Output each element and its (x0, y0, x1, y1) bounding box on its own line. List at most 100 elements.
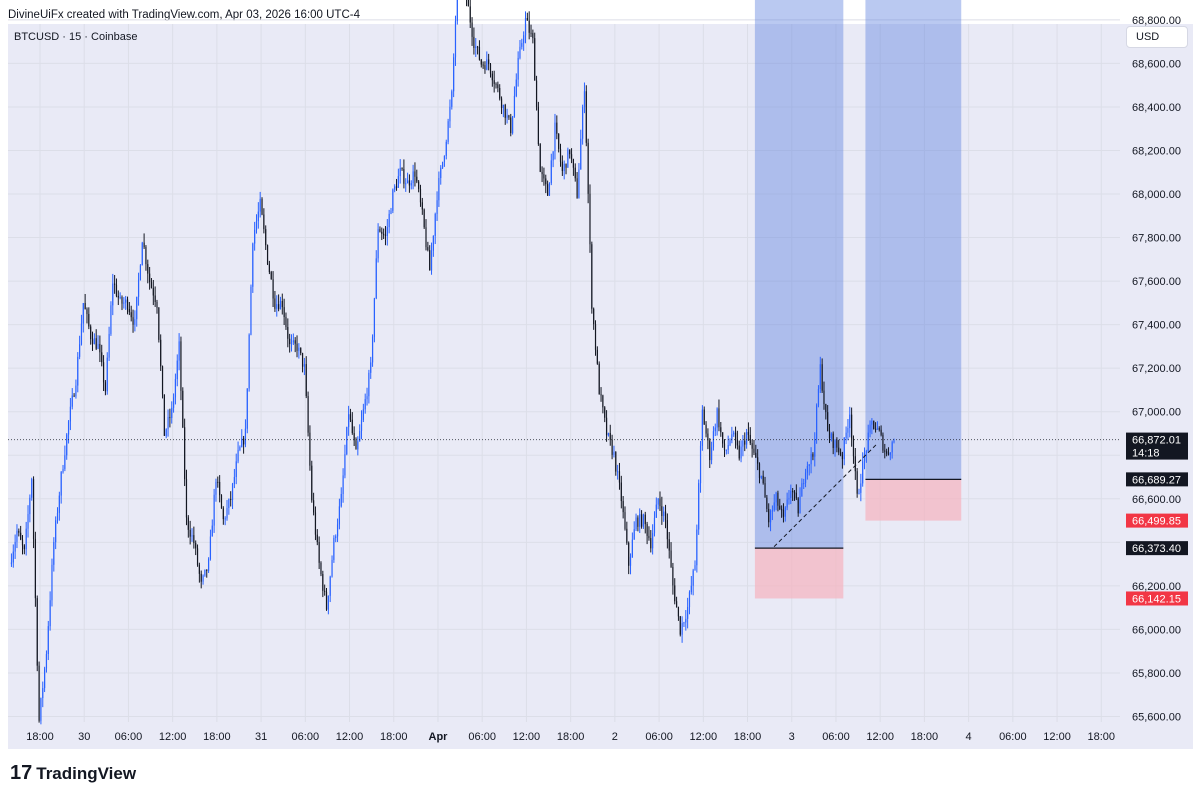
candle-body (338, 506, 341, 525)
candle-body (456, 0, 458, 22)
tradingview-brand: TradingView (36, 763, 137, 783)
candle-body (613, 452, 615, 455)
candle-body (517, 57, 519, 80)
candle-body (784, 507, 786, 517)
candle-body (141, 242, 143, 266)
candle-body (126, 299, 129, 310)
candle-body (587, 142, 589, 194)
candle-body (572, 159, 575, 168)
candle-body (884, 450, 886, 452)
candle-body (195, 543, 197, 549)
price-badge-label: 66,689.27 (1132, 474, 1181, 486)
candle-body (626, 528, 628, 543)
y-tick-label: 67,200.00 (1132, 363, 1181, 375)
candle-body (246, 388, 248, 429)
candle-body (344, 454, 346, 476)
candle-body (230, 498, 232, 501)
candle-body (797, 498, 799, 514)
candle-body (154, 295, 156, 302)
candle-body (650, 538, 652, 549)
candle-body (677, 607, 680, 617)
candle-body (828, 431, 831, 439)
candle-body (276, 304, 278, 309)
price-badge (1126, 591, 1188, 606)
candle-body (265, 229, 267, 246)
candle-body (541, 171, 543, 175)
candle-body (12, 551, 14, 563)
candle-body (723, 443, 726, 450)
candle-body (149, 273, 151, 283)
candle-body (136, 296, 138, 320)
candle-body (406, 180, 409, 184)
tradingview-logo[interactable]: 17 TradingView (10, 762, 136, 784)
candle-body (624, 512, 626, 529)
candle-body (699, 445, 702, 484)
trend-line (773, 444, 877, 548)
candle-body (305, 364, 307, 397)
x-tick-label: 12:00 (1043, 731, 1071, 743)
candle-body (812, 454, 814, 457)
candle-body (34, 538, 36, 599)
chart-area[interactable] (8, 24, 1193, 749)
candle-body (23, 545, 25, 550)
candle-body (500, 98, 503, 108)
candle-body (102, 362, 105, 383)
candle-body (114, 283, 116, 285)
candle-body (690, 585, 692, 593)
candle-body (147, 264, 149, 274)
candle-body (25, 528, 27, 550)
candle-body (887, 453, 890, 455)
candle-body (637, 517, 639, 527)
candle-body (819, 364, 821, 389)
candle-body (508, 115, 510, 118)
candle-body (137, 279, 140, 297)
candle-body (720, 427, 722, 433)
candle-body (749, 434, 751, 444)
candle-body (414, 171, 416, 177)
candle-body (567, 149, 569, 168)
candle-body (537, 106, 539, 145)
candle-body (88, 313, 90, 327)
symbol-info[interactable]: BTCUSD · 15 · Coinbase (14, 31, 138, 43)
candle-body (377, 229, 379, 259)
candle-body (99, 343, 101, 353)
candle-body (388, 213, 390, 228)
candle-body (449, 106, 451, 122)
candle-body (49, 600, 51, 627)
candle-body (467, 0, 469, 7)
candle-body (373, 298, 376, 337)
candle-body (290, 342, 293, 345)
price-badge (1126, 445, 1188, 460)
currency-button[interactable]: USD (1126, 26, 1188, 48)
candle-body (609, 433, 611, 440)
candle-body (675, 601, 678, 608)
y-tick-label: 68,600.00 (1132, 58, 1181, 70)
candle-body (530, 32, 532, 34)
candle-body (62, 468, 64, 473)
candle-body (891, 442, 893, 453)
candle-body (55, 520, 57, 543)
candle-body (220, 495, 223, 509)
candle-body (556, 122, 558, 134)
candle-body (353, 433, 355, 441)
candle-body (769, 511, 772, 523)
x-tick-label: 18:00 (734, 731, 762, 743)
candle-body (351, 419, 353, 434)
candle-body (510, 117, 512, 134)
x-tick-label: 06:00 (115, 731, 143, 743)
candle-body (718, 408, 720, 428)
candle-body (880, 429, 882, 435)
y-tick-label: 65,600.00 (1132, 712, 1181, 724)
x-tick-label: 06:00 (999, 731, 1027, 743)
candle-body (390, 210, 392, 214)
candle-body (790, 490, 792, 498)
candle-body (287, 327, 289, 339)
candle-body (681, 623, 683, 635)
candle-body (278, 304, 280, 310)
candle-body (375, 258, 377, 299)
candle-body (73, 395, 75, 397)
candle-body (84, 303, 86, 310)
candle-body (559, 148, 562, 162)
candle-body (32, 479, 35, 539)
